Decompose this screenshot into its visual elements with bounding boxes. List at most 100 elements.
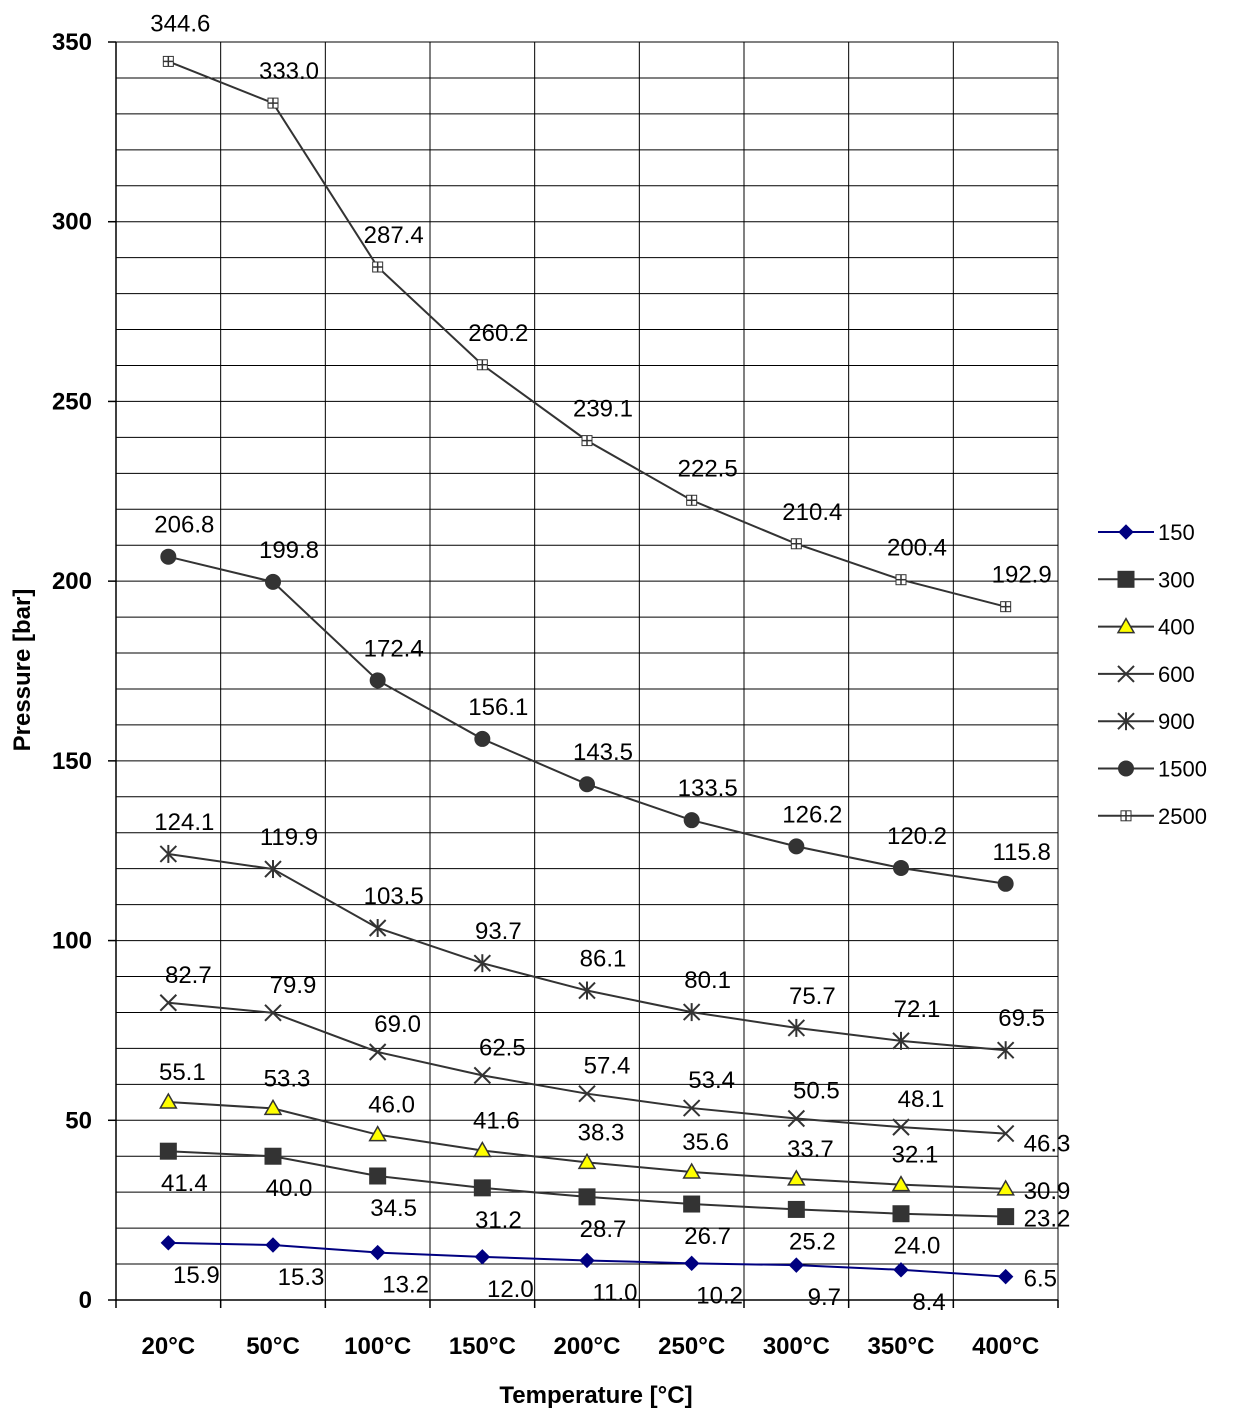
data-label-150: 12.0	[487, 1276, 534, 1303]
data-label-900: 124.1	[154, 809, 214, 836]
x-tick-label: 400°C	[972, 1333, 1039, 1360]
marker-300	[473, 1179, 491, 1197]
y-tick-label: 100	[52, 928, 92, 955]
legend-marker	[1118, 760, 1134, 777]
legend-label: 400	[1158, 615, 1195, 640]
data-label-1500: 133.5	[678, 775, 738, 802]
data-label-2500: 222.5	[678, 455, 738, 482]
x-tick-label: 300°C	[763, 1333, 830, 1360]
data-label-600: 48.1	[898, 1086, 945, 1113]
x-tick-label: 200°C	[554, 1333, 621, 1360]
data-label-400: 55.1	[159, 1059, 206, 1086]
marker-600	[578, 1084, 596, 1103]
data-label-300: 28.7	[580, 1216, 627, 1243]
marker-600	[264, 1004, 282, 1022]
marker-600	[473, 1066, 492, 1085]
marker-900	[892, 1031, 910, 1050]
y-tick-label: 350	[52, 29, 92, 56]
marker-600	[159, 994, 178, 1012]
data-label-150: 15.9	[173, 1262, 220, 1289]
data-label-300: 26.7	[684, 1223, 731, 1250]
legend-item-150: 150	[1098, 520, 1195, 545]
marker-1500	[265, 573, 281, 590]
x-tick-label: 150°C	[449, 1333, 516, 1360]
data-label-400: 46.0	[368, 1092, 415, 1119]
data-label-300: 24.0	[894, 1233, 941, 1260]
y-tick-label: 150	[52, 748, 92, 775]
data-label-900: 119.9	[260, 824, 318, 851]
marker-2500	[686, 494, 698, 506]
legend-marker	[1118, 524, 1134, 540]
marker-900	[787, 1018, 806, 1037]
x-tick-label: 50°C	[246, 1333, 300, 1360]
marker-900	[682, 1003, 701, 1022]
data-label-1500: 156.1	[468, 694, 528, 721]
x-axis-title: Temperature [°C]	[499, 1382, 692, 1409]
data-label-300: 34.5	[370, 1195, 417, 1222]
legend: 150 300 400 600 900 1500 2500	[1098, 520, 1207, 829]
data-label-1500: 199.8	[259, 537, 319, 564]
series-markers	[159, 55, 1015, 1285]
data-label-900: 103.5	[364, 883, 424, 910]
data-label-2500: 210.4	[782, 499, 842, 526]
marker-1500	[997, 875, 1014, 892]
marker-2500	[895, 574, 907, 586]
legend-item-900: 900	[1098, 709, 1195, 734]
data-label-150: 13.2	[382, 1272, 429, 1299]
data-label-300: 41.4	[161, 1170, 208, 1197]
marker-150	[369, 1244, 386, 1261]
marker-600	[787, 1109, 806, 1128]
marker-1500	[369, 672, 386, 689]
marker-400	[263, 1098, 283, 1116]
data-label-1500: 120.2	[887, 823, 947, 850]
data-label-1500: 172.4	[364, 635, 424, 662]
marker-150	[474, 1249, 491, 1265]
series-line-2500	[167, 60, 1006, 608]
marker-400	[682, 1162, 701, 1179]
marker-2500	[1000, 601, 1012, 613]
marker-400	[996, 1179, 1015, 1196]
marker-300	[997, 1208, 1015, 1226]
data-label-400: 30.9	[1024, 1178, 1071, 1205]
data-label-2500: 192.9	[992, 562, 1052, 589]
marker-900	[578, 981, 596, 1000]
marker-900	[473, 954, 492, 973]
legend-marker	[1116, 617, 1136, 634]
x-tick-label: 250°C	[658, 1333, 725, 1360]
data-label-600: 57.4	[584, 1053, 631, 1080]
chart-axes: 0 50 100 150 200 250 300 350 20°C 50°C 100°C 150°C 2…	[52, 29, 1059, 1360]
legend-label: 1500	[1158, 757, 1207, 782]
data-label-900: 69.5	[998, 1005, 1045, 1032]
data-label-900: 93.7	[475, 918, 522, 945]
legend-label: 150	[1158, 520, 1195, 545]
marker-400	[891, 1175, 911, 1192]
legend-item-300: 300	[1098, 567, 1195, 592]
y-tick-label: 50	[65, 1107, 92, 1134]
data-label-400: 41.6	[473, 1107, 520, 1134]
data-label-150: 8.4	[912, 1289, 945, 1316]
data-label-400: 35.6	[682, 1129, 729, 1156]
marker-2500	[581, 435, 593, 447]
marker-300	[264, 1147, 282, 1165]
marker-150	[265, 1237, 281, 1253]
marker-600	[892, 1118, 910, 1136]
marker-1500	[160, 548, 177, 565]
data-label-900: 86.1	[580, 946, 627, 973]
marker-1500	[579, 776, 595, 793]
marker-1500	[893, 859, 909, 876]
marker-2500	[372, 261, 384, 273]
marker-900	[159, 844, 178, 863]
data-label-2500: 333.0	[259, 58, 319, 85]
marker-900	[368, 918, 387, 937]
marker-1500	[683, 812, 700, 829]
marker-400	[577, 1152, 597, 1170]
data-label-900: 80.1	[684, 967, 731, 994]
marker-150	[788, 1257, 805, 1273]
data-label-900: 72.1	[894, 996, 941, 1023]
marker-150	[683, 1255, 700, 1272]
marker-400	[159, 1092, 178, 1109]
x-tick-label: 100°C	[344, 1333, 411, 1360]
data-label-150: 9.7	[808, 1284, 841, 1311]
marker-400	[473, 1140, 492, 1158]
